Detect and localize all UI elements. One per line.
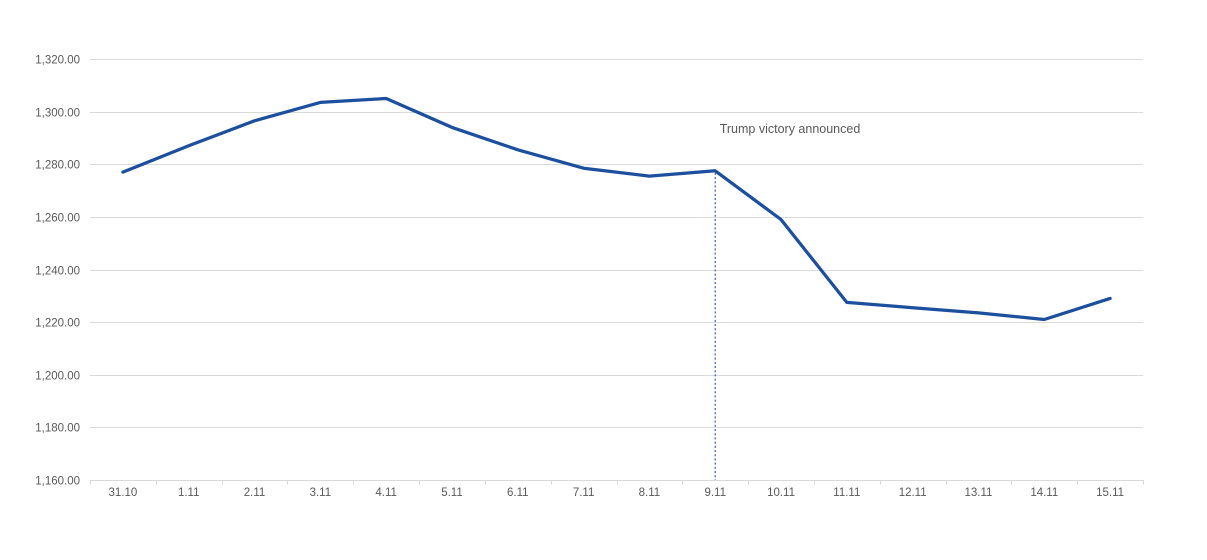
y-axis-label: 1,180.00: [35, 423, 80, 435]
x-axis-label: 5.11: [441, 487, 463, 499]
x-axis-label: 9.11: [704, 487, 726, 499]
x-axis-label: 12.11: [899, 487, 927, 499]
x-axis-label: 4.11: [375, 487, 397, 499]
y-axis-label: 1,320.00: [35, 55, 80, 67]
x-axis-label: 2.11: [244, 487, 266, 499]
y-axis-label: 1,280.00: [35, 160, 80, 172]
x-axis-label: 7.11: [573, 487, 595, 499]
x-axis-label: 10.11: [767, 487, 795, 499]
x-axis-label: 1.11: [178, 487, 200, 499]
y-axis-label: 1,160.00: [35, 476, 80, 488]
y-axis-label: 1,260.00: [35, 213, 80, 225]
annotation-label: Trump victory announced: [719, 122, 861, 136]
y-axis-label: 1,240.00: [35, 266, 80, 278]
y-axis-label: 1,300.00: [35, 108, 80, 120]
x-axis-label: 8.11: [639, 487, 661, 499]
x-axis-label: 14.11: [1030, 487, 1058, 499]
y-axis-label: 1,220.00: [35, 318, 80, 330]
price-line-series: [121, 96, 1112, 322]
x-axis-label: 13.11: [965, 487, 993, 499]
x-axis-label: 11.11: [833, 487, 860, 499]
x-axis-label: 3.11: [310, 487, 332, 499]
x-axis-label: 6.11: [507, 487, 529, 499]
x-axis-label: 31.10: [109, 487, 138, 499]
x-axis-label: 15.11: [1096, 487, 1124, 499]
y-axis-label: 1,200.00: [35, 371, 80, 383]
